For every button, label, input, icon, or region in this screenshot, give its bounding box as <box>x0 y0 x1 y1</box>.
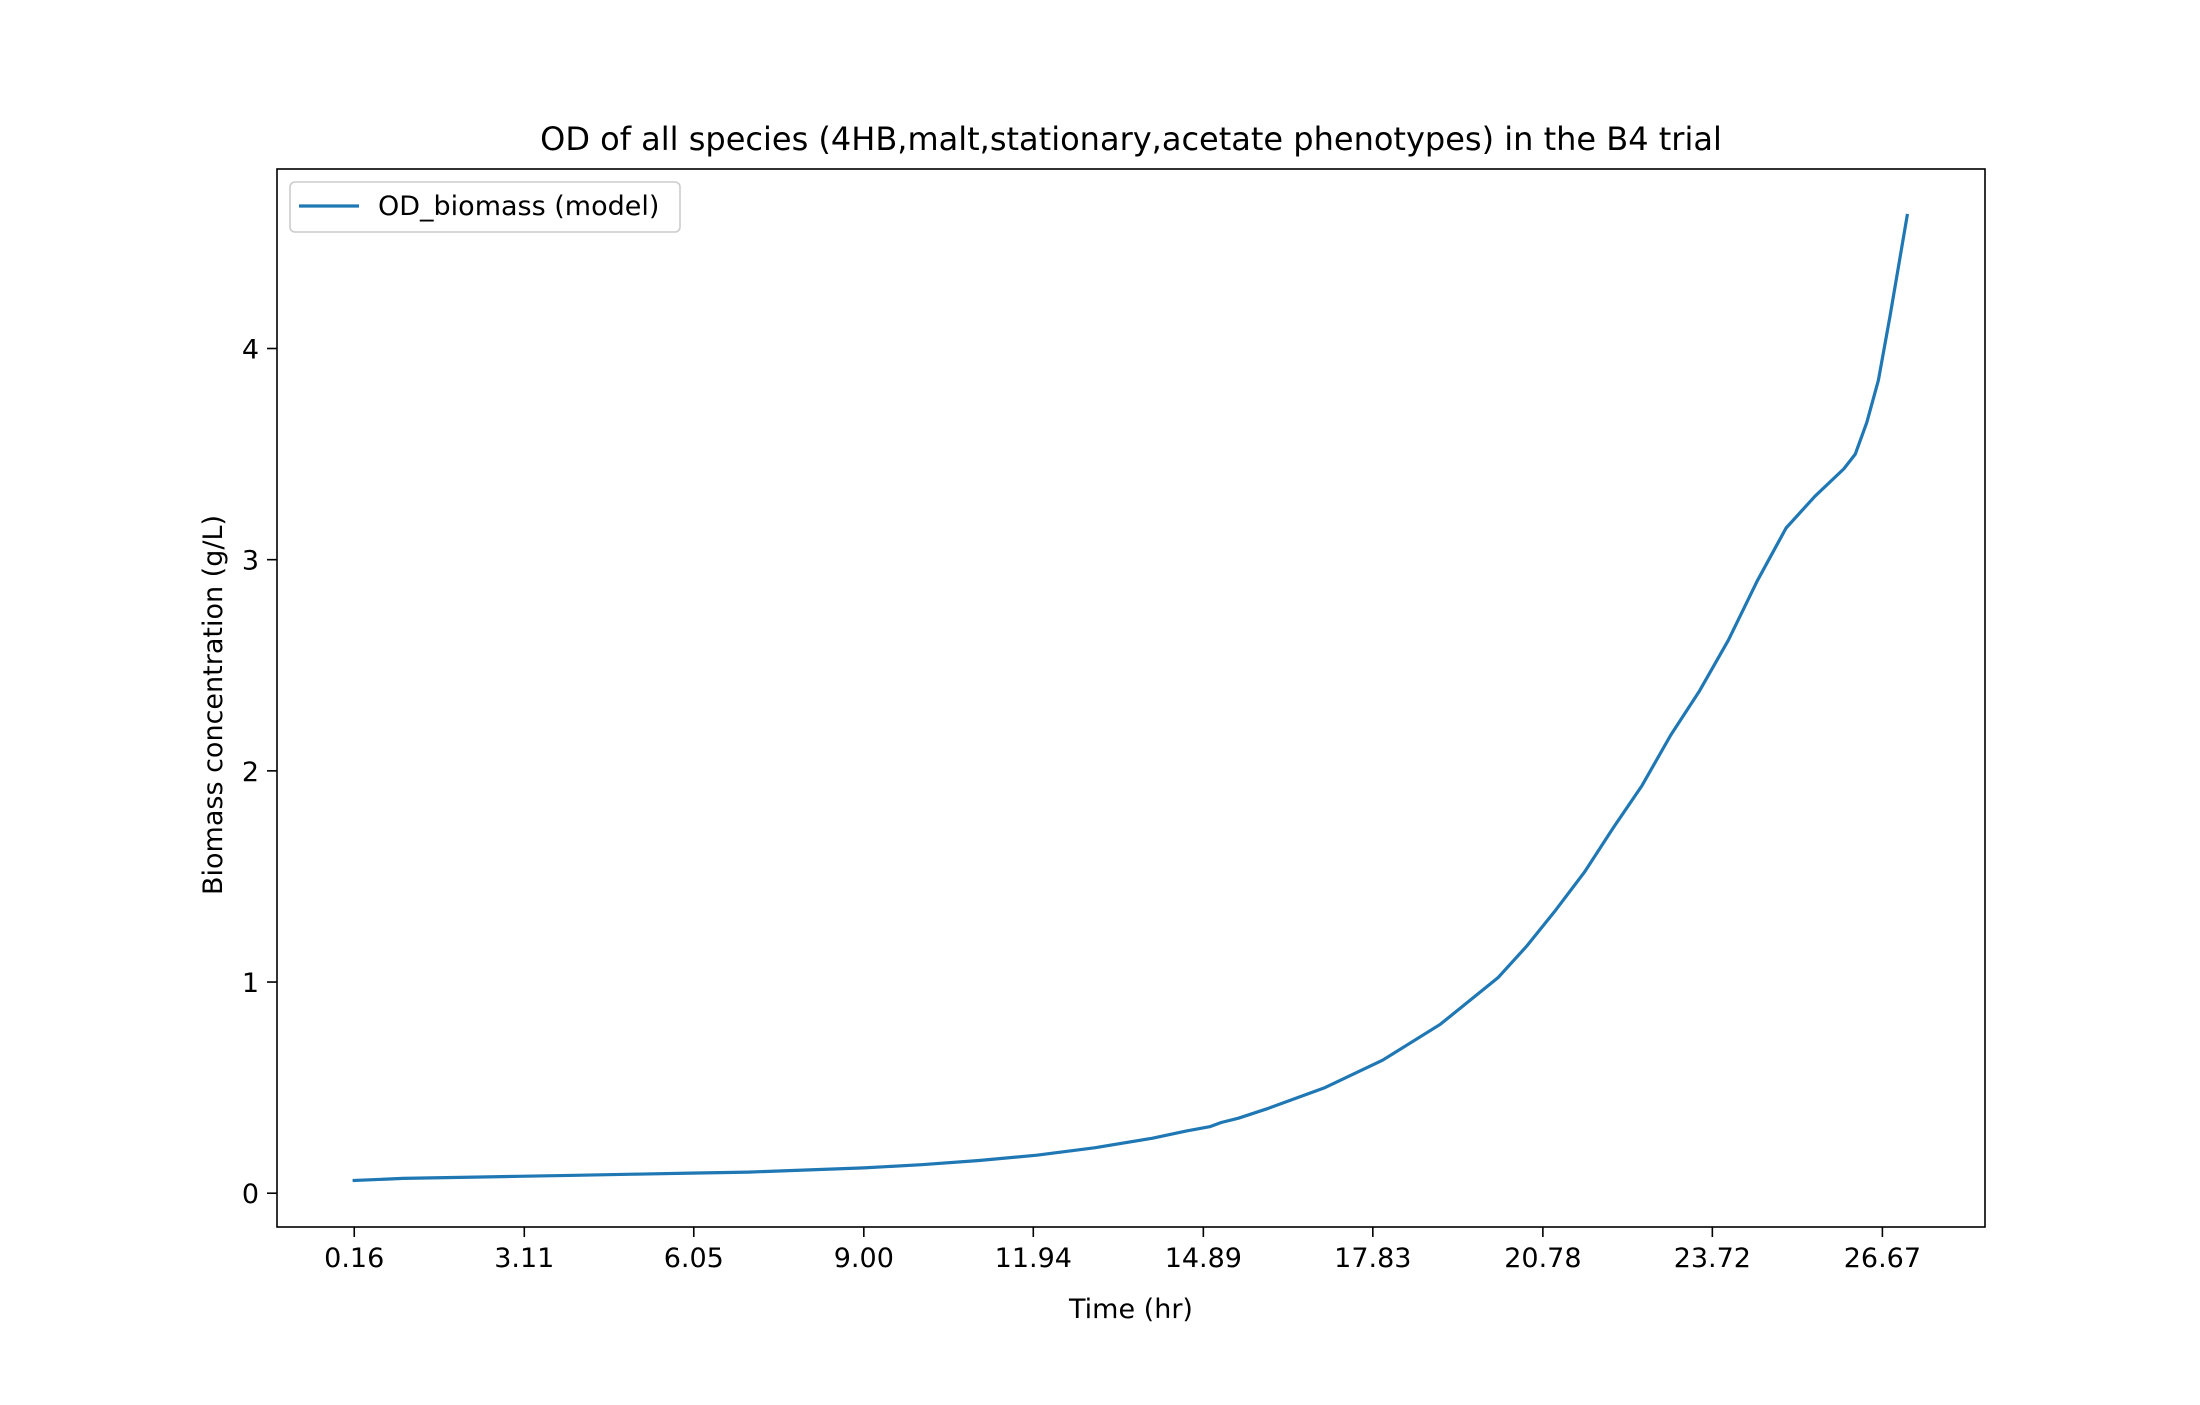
x-axis: 0.16 3.11 6.05 9.00 11.94 14.89 17.83 20.78 23.7… <box>324 1227 1921 1274</box>
y-tick-label: 1 <box>242 968 259 999</box>
y-tick-label: 2 <box>242 757 259 788</box>
x-tick-label: 17.83 <box>1334 1243 1411 1274</box>
legend-box <box>289 181 681 233</box>
x-tick-label: 14.89 <box>1165 1243 1242 1274</box>
x-tick-label: 26.67 <box>1844 1243 1921 1274</box>
legend: OD_biomass (model) <box>289 181 681 233</box>
x-tick-label: 9.00 <box>834 1243 894 1274</box>
x-tick-label: 20.78 <box>1504 1243 1581 1274</box>
chart-title: OD of all species (4HB,malt,stationary,a… <box>540 120 1722 158</box>
plot-area <box>352 213 1910 1183</box>
plot-frame <box>276 168 1986 1228</box>
x-tick-label: 0.16 <box>324 1243 384 1274</box>
y-tick-label: 3 <box>242 546 259 577</box>
x-tick-label: 6.05 <box>664 1243 724 1274</box>
legend-label: OD_biomass (model) <box>378 191 659 222</box>
y-axis: 0 1 2 3 4 <box>242 335 277 1210</box>
y-tick-label: 4 <box>242 335 259 366</box>
x-tick-label: 23.72 <box>1674 1243 1751 1274</box>
series-line <box>352 213 1910 1183</box>
y-axis-label: Biomass concentration (g/L) <box>198 515 229 895</box>
x-tick-label: 3.11 <box>494 1243 554 1274</box>
x-axis-label: Time (hr) <box>1068 1294 1193 1325</box>
x-tick-label: 11.94 <box>995 1243 1072 1274</box>
y-tick-label: 0 <box>242 1179 259 1210</box>
